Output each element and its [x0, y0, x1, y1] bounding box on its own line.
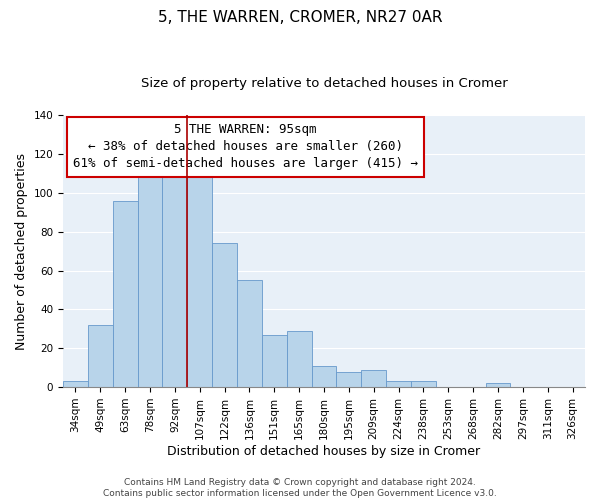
Title: Size of property relative to detached houses in Cromer: Size of property relative to detached ho…	[140, 78, 508, 90]
Bar	[63, 382, 88, 387]
Bar	[311, 366, 337, 387]
Bar	[113, 200, 137, 387]
Bar	[386, 382, 411, 387]
Bar	[262, 334, 287, 387]
Bar	[163, 168, 187, 387]
Bar	[337, 372, 361, 387]
Bar	[485, 383, 511, 387]
Y-axis label: Number of detached properties: Number of detached properties	[15, 152, 28, 350]
Text: 5 THE WARREN: 95sqm
← 38% of detached houses are smaller (260)
61% of semi-detac: 5 THE WARREN: 95sqm ← 38% of detached ho…	[73, 124, 418, 170]
Text: Contains HM Land Registry data © Crown copyright and database right 2024.
Contai: Contains HM Land Registry data © Crown c…	[103, 478, 497, 498]
Bar	[137, 168, 163, 387]
Bar	[287, 331, 311, 387]
Bar	[411, 382, 436, 387]
Bar	[237, 280, 262, 387]
Bar	[88, 325, 113, 387]
Text: 5, THE WARREN, CROMER, NR27 0AR: 5, THE WARREN, CROMER, NR27 0AR	[158, 10, 442, 25]
Bar	[361, 370, 386, 387]
Bar	[212, 244, 237, 387]
Bar	[187, 176, 212, 387]
X-axis label: Distribution of detached houses by size in Cromer: Distribution of detached houses by size …	[167, 444, 481, 458]
